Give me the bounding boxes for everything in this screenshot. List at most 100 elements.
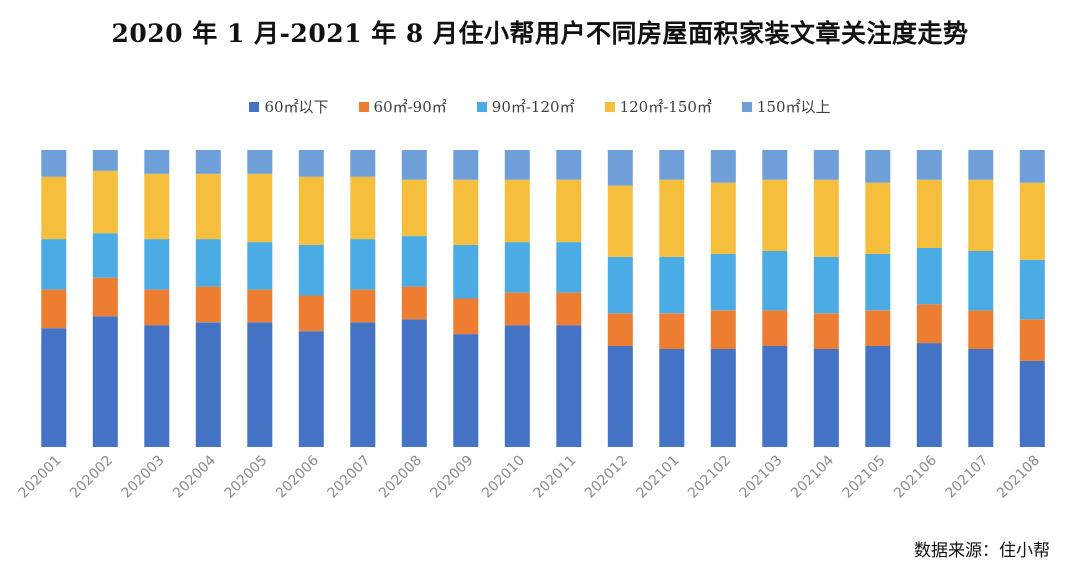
bar-segment-202102-s3 [710,182,736,254]
x-tick-label-202006: 202006 [273,452,322,501]
legend-swatch [249,101,260,112]
x-tick-label-202105: 202105 [839,453,888,502]
bar-segment-202108-s2 [1019,259,1045,320]
bar-segment-202010-s3 [504,179,530,243]
legend-label: 60㎡-90㎡ [373,98,447,116]
bar-segment-202008-s0 [401,319,427,447]
bar-segment-202007-s1 [350,289,376,323]
x-tick-label-202101: 202101 [633,453,682,502]
x-tick-label-202107: 202107 [942,453,991,502]
bar-segment-202007-s4 [350,150,376,177]
bar-segment-202005-s0 [247,322,273,447]
bar-segment-202010-s2 [504,242,530,293]
x-tick-label-202103: 202103 [736,453,785,502]
x-tick-label-202009: 202009 [427,453,476,502]
bar-segment-202105-s0 [865,346,891,447]
bar-segment-202004-s3 [195,173,221,240]
legend-swatch [604,101,615,112]
bar-segment-202107-s4 [968,150,994,180]
x-tick-label-202001: 202001 [15,453,64,502]
bar-segment-202104-s3 [813,179,839,257]
bar-segment-202102-s0 [710,349,736,447]
bar-segment-202005-s3 [247,173,273,243]
bar-segment-202006-s3 [298,176,324,245]
bar-segment-202001-s2 [41,239,67,290]
bar-segment-202001-s0 [41,328,67,447]
bar-segment-202002-s3 [92,170,118,234]
bar-segment-202102-s1 [710,310,736,349]
bar-segment-202103-s2 [762,251,788,311]
bar-segment-202011-s1 [556,292,582,326]
bar-segment-202106-s0 [916,343,942,447]
bar-segment-202003-s0 [144,325,170,447]
bar-segment-202007-s2 [350,239,376,290]
bar-segment-202108-s1 [1019,319,1045,361]
bar-segment-202102-s2 [710,253,736,311]
bar-segment-202108-s4 [1019,150,1045,183]
bar-segment-202006-s1 [298,295,324,332]
bar-segment-202005-s2 [247,242,273,290]
bar-segment-202105-s3 [865,182,891,254]
x-tick-label-202002: 202002 [67,453,116,502]
bar-segment-202009-s1 [453,298,479,335]
bar-segment-202002-s0 [92,316,118,447]
bar-segment-202004-s0 [195,322,221,447]
bar-segment-202104-s4 [813,150,839,180]
bar-segment-202010-s0 [504,325,530,447]
bar-segment-202101-s0 [659,349,685,447]
bar-segment-202105-s4 [865,150,891,183]
bar-segment-202010-s4 [504,150,530,180]
bar-segment-202011-s3 [556,179,582,243]
bar-segment-202106-s4 [916,150,942,180]
bar-segment-202102-s4 [710,150,736,183]
legend-item-90-120: 90㎡-120㎡ [476,96,575,117]
bar-segment-202002-s4 [92,150,118,171]
bar-segment-202108-s0 [1019,360,1045,447]
bar-segment-202103-s1 [762,310,788,346]
bar-segment-202107-s1 [968,310,994,349]
data-source-note: 数据来源：住小帮 [914,541,1050,561]
legend-label: 90㎡-120㎡ [491,98,575,116]
bar-segment-202011-s2 [556,242,582,293]
bar-segment-202010-s1 [504,292,530,326]
legend-item-under-60: 60㎡以下 [249,96,329,117]
bar-segment-202012-s2 [607,256,633,314]
bar-segment-202103-s3 [762,179,788,251]
x-tick-label-202010: 202010 [479,453,528,502]
bar-segment-202001-s3 [41,176,67,240]
bar-segment-202012-s0 [607,346,633,447]
bar-segment-202009-s4 [453,150,479,180]
legend-swatch [358,101,369,112]
bar-segment-202004-s1 [195,286,221,323]
legend-item-120-150: 120㎡-150㎡ [604,96,712,117]
x-tick-label-202007: 202007 [324,453,373,502]
bar-segment-202006-s0 [298,331,324,447]
bar-segment-202003-s4 [144,150,170,174]
bar-segment-202012-s1 [607,313,633,346]
bar-segment-202105-s2 [865,253,891,311]
bar-segment-202006-s4 [298,150,324,177]
bar-segment-202009-s3 [453,179,479,245]
bar-segment-202005-s4 [247,150,273,174]
bar-segment-202007-s0 [350,322,376,447]
bar-segment-202002-s2 [92,233,118,278]
bar-segment-202012-s3 [607,185,633,257]
bar-segment-202011-s0 [556,325,582,447]
bar-segment-202103-s4 [762,150,788,180]
legend-swatch [741,101,752,112]
bar-segment-202104-s1 [813,313,839,349]
legend-swatch [476,101,487,112]
x-tick-label-202008: 202008 [376,453,425,502]
bar-segment-202006-s2 [298,245,324,296]
bar-segment-202104-s0 [813,349,839,447]
bar-segment-202008-s4 [401,150,427,180]
legend-item-60-90: 60㎡-90㎡ [358,96,447,117]
bar-segment-202009-s0 [453,334,479,447]
legend-label: 120㎡-150㎡ [619,98,712,116]
bar-segment-202012-s4 [607,150,633,186]
bar-segment-202001-s1 [41,289,67,329]
bar-segment-202101-s4 [659,150,685,180]
bar-segment-202003-s2 [144,239,170,290]
x-tick-label-202004: 202004 [170,452,219,501]
bar-segment-202101-s1 [659,313,685,349]
